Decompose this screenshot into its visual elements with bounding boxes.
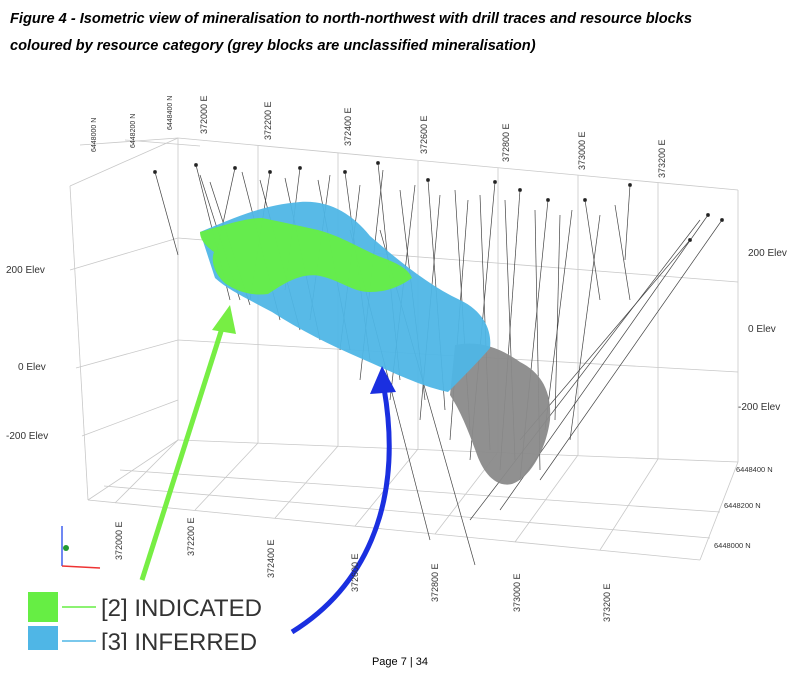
indicated-arrow — [139, 305, 236, 581]
legend: [2] INDICATED [3] INFERRED — [28, 592, 262, 650]
elev-left-200: 200 Elev — [6, 265, 45, 276]
northing-right-2: 6448200 N — [724, 501, 761, 510]
legend-swatch-indicated — [28, 592, 58, 622]
elev-right-0: 0 Elev — [748, 324, 776, 335]
easting-top-1: 372000 E — [199, 95, 209, 134]
easting-bottom-1: 372000 E — [114, 521, 124, 560]
easting-top-7: 373200 E — [657, 139, 667, 178]
northing-right-1: 6448400 N — [736, 465, 773, 474]
easting-top-3: 372400 E — [343, 107, 353, 146]
easting-bottom-5: 372800 E — [430, 563, 440, 602]
legend-swatch-inferred — [28, 626, 58, 650]
inferred-arrow — [290, 366, 396, 635]
elev-right-neg200: -200 Elev — [738, 402, 780, 413]
figure-caption: Figure 4 - Isometric view of mineralisat… — [10, 6, 790, 60]
legend-label-inferred: [3] INFERRED — [101, 629, 257, 650]
caption-line-2: coloured by resource category (grey bloc… — [10, 38, 536, 54]
mineralisation-body — [200, 201, 551, 485]
axis-triad — [61, 526, 101, 569]
legend-label-indicated: [2] INDICATED — [101, 595, 262, 622]
isometric-figure: [2] INDICATED [3] INFERRED 200 Elev 0 El… — [6, 95, 787, 650]
northing-top-2: 6448200 N — [130, 114, 137, 148]
easting-bottom-2: 372200 E — [186, 517, 196, 556]
page-footer: Page 7 | 34 — [371, 656, 429, 668]
northing-top-1: 6448000 N — [91, 118, 98, 152]
northing-top-3: 6448400 N — [167, 96, 174, 130]
elev-right-200: 200 Elev — [748, 248, 787, 259]
indicated-blocks — [200, 218, 412, 295]
northing-right-3: 6448000 N — [714, 541, 751, 550]
easting-bottom-7: 373200 E — [602, 583, 612, 622]
elev-left-0: 0 Elev — [18, 362, 46, 373]
easting-top-4: 372600 E — [419, 115, 429, 154]
easting-top-2: 372200 E — [263, 101, 273, 140]
caption-line-1: Figure 4 - Isometric view of mineralisat… — [10, 11, 692, 27]
elev-left-neg200: -200 Elev — [6, 431, 48, 442]
easting-top-5: 372800 E — [501, 123, 511, 162]
easting-top-6: 373000 E — [577, 131, 587, 170]
easting-bottom-6: 373000 E — [512, 573, 522, 612]
easting-bottom-4: 372600 E — [350, 553, 360, 592]
easting-bottom-3: 372400 E — [266, 539, 276, 578]
unclassified-blocks — [450, 343, 551, 485]
